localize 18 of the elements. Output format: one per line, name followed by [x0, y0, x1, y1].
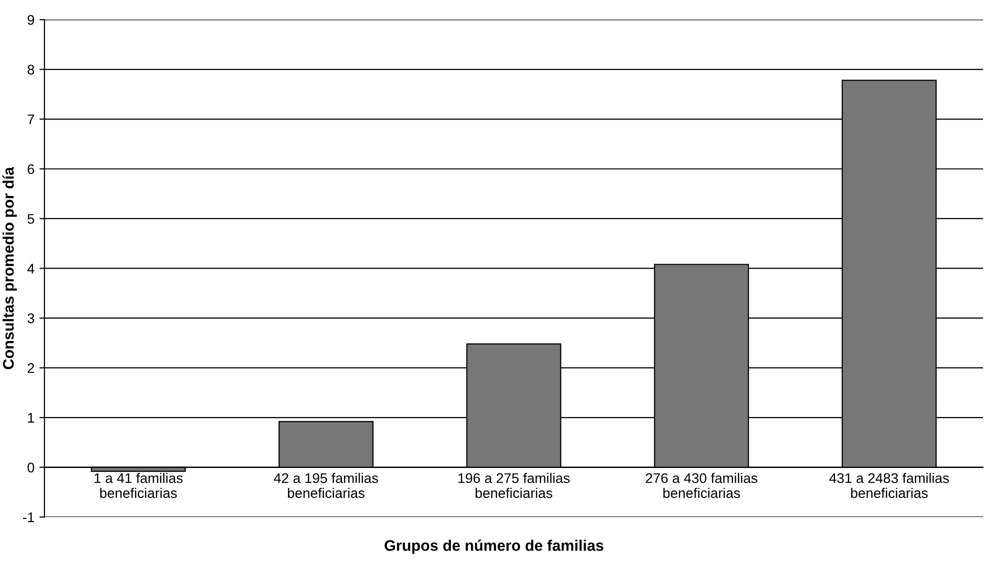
y-tick-label: 5 [28, 214, 34, 224]
y-tick-label: 7 [28, 114, 34, 124]
x-axis-title: Grupos de número de familias [384, 540, 604, 554]
y-tick-label: 8 [28, 64, 34, 75]
x-tick-label: 196 a 275 familias beneficiarias [458, 472, 570, 498]
y-tick-label: 4 [27, 264, 34, 274]
y-tick-label: 0 [28, 462, 34, 472]
y-tick-label: 3 [28, 313, 34, 324]
y-tick-label: 2 [28, 363, 34, 373]
y-tick-label: -1 [23, 512, 34, 522]
y-tick-label: 9 [28, 15, 34, 25]
y-tick-label: 1 [28, 413, 34, 423]
x-tick-label: 1 a 41 familias beneficiarias [94, 472, 183, 498]
y-tick-label: 6 [28, 164, 34, 174]
x-tick-label: 276 a 430 familias beneficiarias [646, 472, 758, 498]
x-tick-label: 431 a 2483 familias beneficiarias [829, 472, 949, 498]
x-tick-label: 42 a 195 familias beneficiarias [274, 472, 378, 498]
y-axis-title: Consultas promedio por día [2, 166, 17, 370]
